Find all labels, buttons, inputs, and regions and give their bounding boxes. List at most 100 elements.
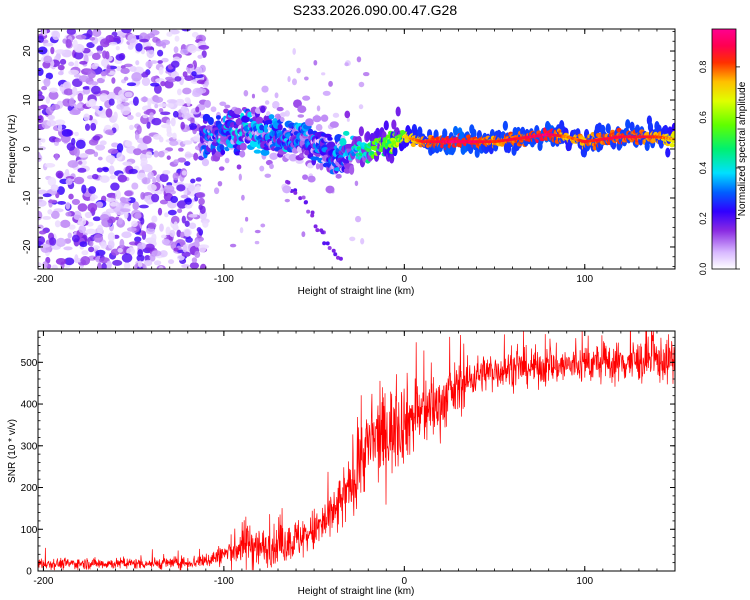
heatmap-cell: [192, 135, 201, 142]
heatmap-cell: [151, 233, 157, 242]
heatmap-cell: [333, 252, 338, 257]
heatmap-cell: [71, 234, 80, 243]
heatmap-cell: [260, 223, 266, 228]
heatmap-cell: [157, 49, 164, 57]
heatmap-cell: [259, 165, 265, 172]
x-tick-label: 100: [576, 576, 593, 587]
heatmap-cell: [151, 215, 158, 223]
heatmap-cell: [59, 84, 65, 93]
heatmap-cell: [131, 220, 138, 228]
heatmap-cell: [65, 178, 73, 186]
heatmap-cell: [88, 186, 97, 194]
heatmap-cell: [113, 111, 118, 121]
heatmap-cell: [182, 71, 188, 78]
heatmap-cell: [241, 115, 250, 123]
heatmap-cell: [502, 120, 508, 131]
heatmap-cell: [301, 195, 306, 200]
heatmap-cell: [66, 29, 77, 36]
heatmap-cell: [180, 48, 189, 55]
heatmap-cell: [57, 200, 67, 205]
heatmap-cell: [154, 103, 159, 109]
heatmap-cell: [119, 196, 127, 203]
heatmap-cell: [149, 112, 154, 118]
heatmap-cell: [663, 124, 669, 135]
heatmap-cell: [301, 231, 306, 238]
heatmap-cell: [224, 157, 230, 164]
heatmap-cell: [67, 232, 72, 239]
heatmap-cell: [389, 153, 395, 164]
heatmap-cell: [174, 76, 182, 82]
x-tick-label: -100: [214, 274, 234, 285]
heatmap-cell: [391, 119, 397, 130]
heatmap-cell: [47, 114, 56, 121]
heatmap-cell: [38, 236, 46, 245]
heatmap-cell: [77, 153, 89, 158]
heatmap-cell: [335, 173, 342, 179]
heatmap-cell: [52, 30, 61, 41]
heatmap-cell: [157, 207, 163, 216]
heatmap-cell: [38, 110, 42, 116]
heatmap-cell: [87, 70, 96, 79]
heatmap-cell: [305, 118, 314, 127]
heatmap-cell: [72, 39, 78, 50]
heatmap-cell: [89, 36, 96, 41]
heatmap-cell: [111, 142, 119, 148]
spectrogram-x-label: Height of straight line (km): [298, 286, 415, 297]
heatmap-cell: [44, 163, 56, 168]
y-tick-label: -20: [22, 239, 33, 254]
heatmap-cell: [319, 162, 324, 171]
heatmap-cell: [184, 153, 196, 158]
heatmap-cell: [91, 173, 99, 180]
heatmap-cell: [90, 63, 98, 70]
heatmap-cell: [269, 163, 274, 170]
heatmap-cell: [202, 220, 209, 228]
heatmap-cell: [313, 59, 318, 66]
heatmap-cell: [69, 97, 75, 107]
heatmap-cell: [141, 77, 151, 87]
heatmap-cell: [71, 198, 81, 205]
heatmap-cell: [395, 106, 401, 117]
heatmap-cell: [97, 262, 102, 269]
heatmap-cell: [166, 155, 171, 160]
heatmap-cell: [166, 119, 171, 126]
heatmap-cell: [219, 144, 224, 150]
heatmap-cell: [218, 166, 225, 171]
heatmap-cell: [89, 196, 96, 202]
heatmap-cell: [147, 183, 157, 192]
heatmap-cell: [260, 105, 266, 114]
heatmap-cell: [264, 119, 274, 125]
heatmap-cell: [159, 250, 168, 258]
heatmap-cell: [195, 177, 202, 182]
heatmap-cell: [57, 70, 64, 76]
heatmap-cell: [131, 182, 139, 190]
heatmap-cell: [38, 230, 47, 235]
heatmap-cell: [106, 91, 116, 101]
heatmap-cell: [360, 238, 365, 245]
heatmap-cell: [147, 98, 152, 108]
heatmap-cell: [107, 208, 114, 213]
heatmap-cell: [116, 103, 125, 110]
heatmap-cell: [85, 228, 97, 235]
heatmap-cell: [123, 262, 131, 269]
heatmap-cell: [141, 71, 149, 78]
heatmap-cell: [108, 165, 115, 175]
heatmap-cell: [74, 147, 80, 157]
heatmap-cell: [169, 229, 176, 238]
heatmap-cell: [120, 208, 131, 213]
heatmap-cell: [68, 224, 76, 230]
colorbar-tick-label: 0.4: [698, 162, 708, 175]
heatmap-cell: [182, 244, 188, 253]
heatmap-cell: [133, 148, 142, 156]
heatmap-cell: [38, 105, 44, 110]
heatmap-cell: [141, 177, 151, 185]
colorbar-ticks: 0.0 0.2 0.4 0.6 0.8: [698, 61, 740, 275]
heatmap-cell: [42, 193, 52, 198]
snr-y-ticks: 0 100 200 300 400 500: [21, 336, 675, 578]
spectrogram-x-ticks: -200 -100 0 100: [33, 29, 676, 285]
spectrogram-heatmap: [38, 29, 675, 269]
heatmap-cell: [219, 101, 227, 107]
heatmap-cell: [135, 42, 143, 52]
heatmap-cell: [127, 114, 134, 121]
x-tick-label: -100: [214, 576, 234, 587]
